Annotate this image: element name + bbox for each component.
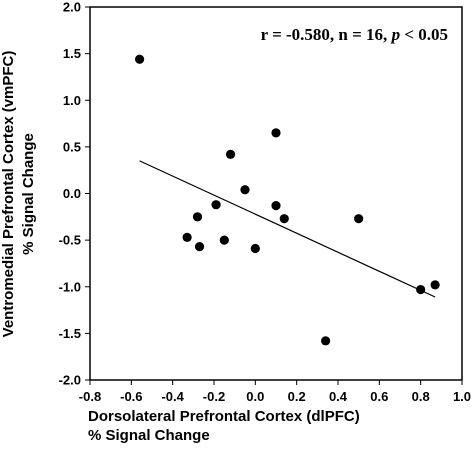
y-tick-label: -0.5 [59, 233, 81, 248]
x-tick-label: -0.4 [161, 389, 184, 404]
y-axis-title-line-1: Ventromedial Prefrontal Cortex (vmPFC) [0, 51, 17, 338]
x-tick-label: -0.6 [120, 389, 142, 404]
data-point [250, 243, 260, 254]
data-point [354, 214, 364, 224]
x-axis: -0.8 -0.6 -0.4 -0.2 0.0 0.2 0.4 0.6 0.8 1.0 [79, 380, 471, 404]
x-tick-label: 0.4 [329, 389, 348, 404]
x-tick-label: -0.8 [79, 389, 101, 404]
data-point [271, 128, 281, 138]
x-axis-title-line-1: Dorsolateral Prefrontal Cortex (dlPFC) [88, 408, 360, 425]
x-tick-label: 0.6 [370, 389, 388, 404]
data-point [416, 284, 426, 295]
x-axis-title-line-2: % Signal Change [88, 427, 210, 444]
x-tick-label: -0.2 [203, 389, 225, 404]
y-axis-title-line-2: % Signal Change [20, 133, 37, 255]
data-point [271, 201, 281, 211]
plot-frame [89, 6, 463, 381]
regression-line [139, 160, 436, 298]
y-tick-label: 2.0 [63, 0, 81, 15]
y-tick-label: 0.0 [63, 186, 81, 201]
data-point [225, 149, 236, 159]
y-axis: -2.0 -1.5 -1.0 -0.5 0.0 0.5 1.0 1.5 2.0 [59, 0, 90, 388]
annotation-p-text: < 0.05 [400, 25, 448, 44]
y-tick-label: -1.5 [59, 326, 81, 341]
annotation-p-symbol: p [390, 25, 401, 44]
x-tick-label: 1.0 [453, 389, 471, 404]
data-point [211, 200, 221, 210]
y-tick-label: -1.0 [59, 279, 81, 294]
data-point [182, 232, 192, 242]
data-point [430, 280, 440, 290]
data-point [321, 336, 331, 346]
y-tick-label: 1.5 [63, 46, 81, 61]
data-points [135, 54, 440, 346]
data-point [219, 235, 229, 245]
data-point [194, 242, 205, 252]
y-tick-label: 1.0 [63, 93, 81, 108]
y-tick-label: -2.0 [59, 373, 81, 388]
y-tick-label: 0.5 [63, 139, 81, 154]
correlation-annotation: r = -0.580, n = 16, p < 0.05 [261, 25, 448, 44]
data-point [279, 214, 289, 224]
data-point [240, 185, 250, 195]
data-point [135, 54, 145, 64]
x-tick-label: 0.0 [246, 389, 264, 404]
annotation-r-text: r = -0.580, n = 16, [261, 25, 392, 44]
x-tick-label: 0.8 [412, 389, 430, 404]
x-tick-label: 0.2 [288, 389, 306, 404]
data-point [192, 212, 203, 222]
